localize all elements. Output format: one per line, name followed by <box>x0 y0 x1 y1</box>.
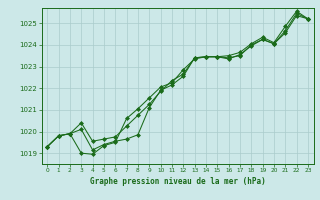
X-axis label: Graphe pression niveau de la mer (hPa): Graphe pression niveau de la mer (hPa) <box>90 177 266 186</box>
